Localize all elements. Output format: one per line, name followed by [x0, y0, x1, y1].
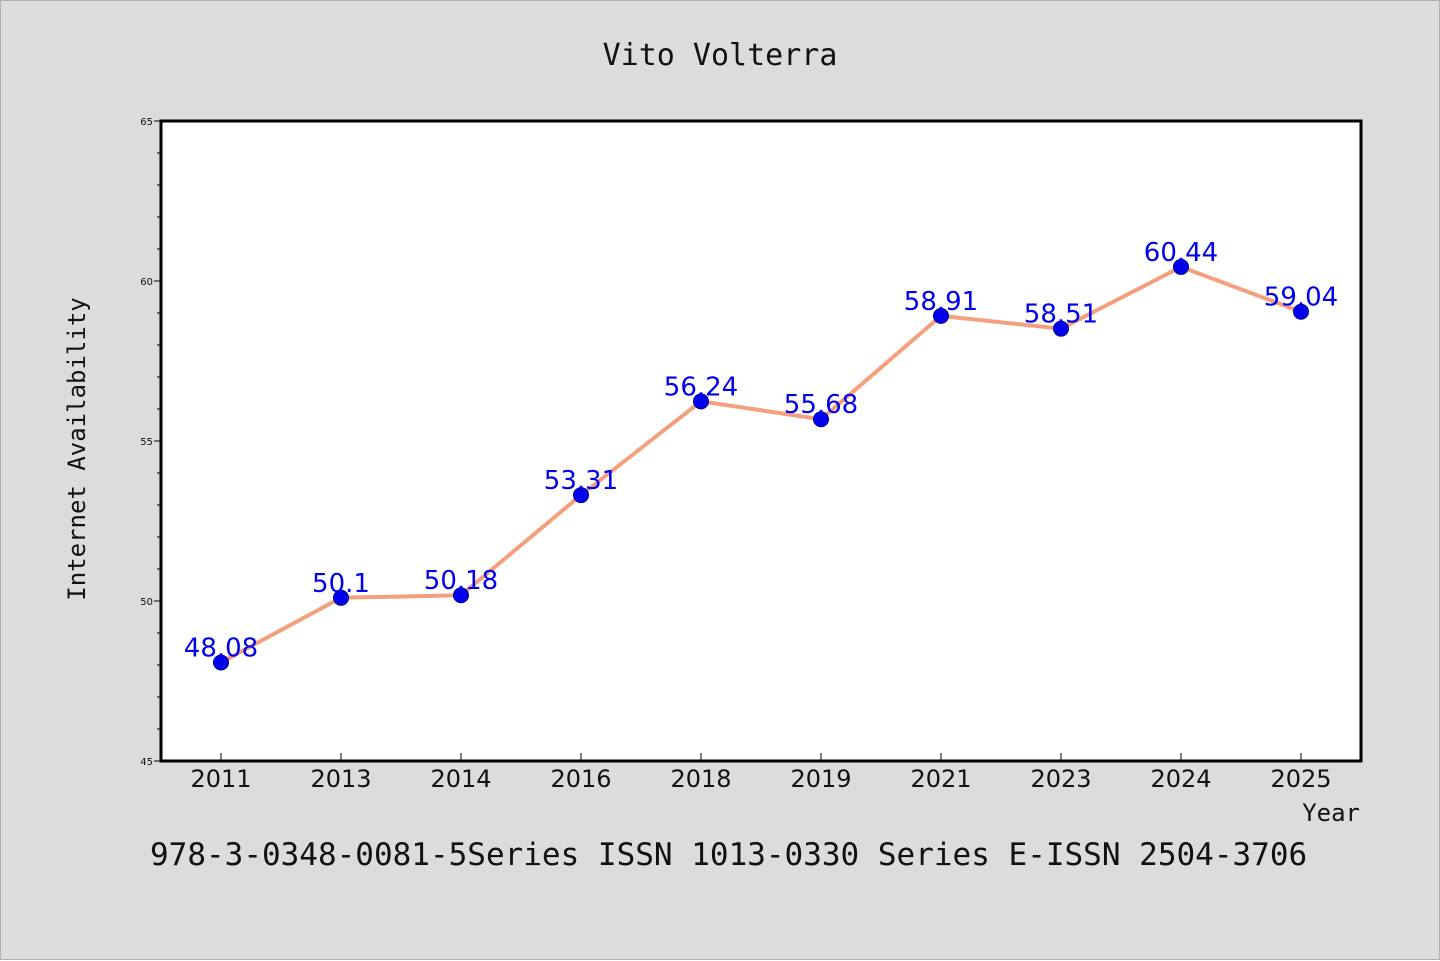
x-tick-label: 2013 — [310, 765, 371, 793]
data-point-marker — [333, 589, 349, 606]
data-labels: 48.08 50.1 50.18 53.31 56.24 55.68 58.91 58.51 6… — [184, 238, 1338, 664]
x-axis: 2011 2013 2014 2016 2018 2019 2021 2023 2024 2025 — [190, 753, 1332, 793]
footer-isbn-issn: 978-3-0348-0081-5Series ISSN 1013-0330 S… — [150, 837, 1307, 873]
x-tick-label: 2023 — [1030, 765, 1091, 793]
data-value-label: 60.44 — [1144, 238, 1218, 268]
data-value-label: 58.91 — [904, 287, 978, 317]
x-tick-label: 2021 — [910, 765, 971, 793]
series-line — [219, 264, 1303, 665]
data-point-marker — [933, 307, 949, 324]
data-point-marker — [693, 393, 709, 410]
chart-title: Vito Volterra — [603, 38, 838, 73]
data-value-label: 59.04 — [1264, 283, 1338, 313]
y-tick-label: 50 — [140, 597, 153, 608]
y-tick-label: 55 — [140, 437, 153, 448]
data-value-label: 50.18 — [424, 566, 498, 596]
y-tick-label: 45 — [140, 757, 153, 768]
data-point-marker — [453, 587, 469, 604]
data-value-label: 48.08 — [184, 633, 258, 663]
y-axis: 45 50 55 60 65 — [140, 117, 161, 768]
series-layer — [213, 258, 1309, 671]
data-point-marker — [213, 654, 229, 671]
data-value-label: 58.51 — [1024, 300, 1098, 330]
x-tick-label: 2025 — [1270, 765, 1331, 793]
x-tick-label: 2018 — [670, 765, 731, 793]
data-value-label: 50.1 — [312, 569, 370, 599]
data-value-label: 55.68 — [784, 390, 858, 420]
y-tick-label: 65 — [140, 117, 153, 128]
x-tick-label: 2019 — [790, 765, 851, 793]
data-point-marker — [1293, 303, 1309, 320]
data-point-marker — [1173, 258, 1189, 275]
x-tick-label: 2016 — [550, 765, 611, 793]
x-tick-label: 2011 — [190, 765, 251, 793]
data-point-marker — [1053, 320, 1069, 337]
data-point-marker — [573, 487, 589, 504]
data-value-label: 56.24 — [664, 372, 738, 402]
y-axis-label: Internet Availability — [63, 297, 91, 600]
data-value-label: 53.31 — [544, 466, 618, 496]
x-axis-label: Year — [1302, 799, 1360, 827]
x-tick-label: 2024 — [1150, 765, 1211, 793]
plot-area — [159, 119, 1363, 763]
y-tick-label: 60 — [140, 277, 153, 288]
data-point-marker — [813, 411, 829, 428]
x-tick-label: 2014 — [430, 765, 491, 793]
